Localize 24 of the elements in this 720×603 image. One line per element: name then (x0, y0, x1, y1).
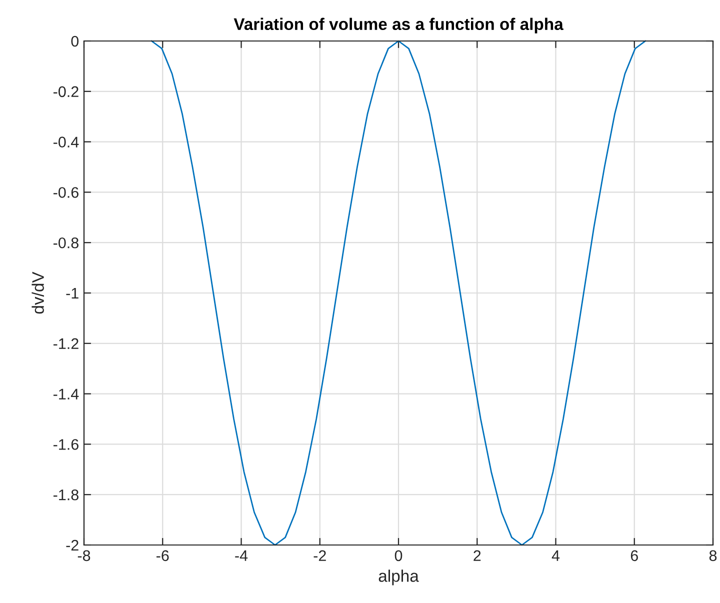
y-tick-label: -1 (66, 288, 78, 299)
x-tick-label: 6 (630, 550, 638, 562)
y-tick-label: -1.4 (53, 388, 79, 400)
y-tick-label: -0.6 (53, 187, 78, 198)
x-tick-label: -6 (156, 550, 169, 562)
y-tick-label: -0.4 (53, 136, 79, 148)
x-tick-label: 8 (709, 550, 717, 562)
x-tick-label: -2 (314, 550, 326, 561)
y-tick-label: -1.6 (53, 439, 78, 450)
y-tick-label: -1.2 (53, 338, 78, 349)
x-tick-label: -4 (235, 550, 248, 561)
x-tick-label: 4 (552, 550, 560, 561)
y-tick-label: -1.8 (53, 489, 78, 500)
y-axis-title: dv/dV (32, 272, 44, 314)
y-tick-label: 0 (71, 36, 79, 47)
x-axis-title: alpha (378, 570, 419, 586)
y-tick-label: -0.2 (53, 86, 78, 98)
x-tick-label: -8 (78, 550, 90, 562)
x-tick-label: 2 (474, 550, 481, 561)
x-tick-label: 0 (394, 550, 402, 562)
y-tick-label: -0.8 (53, 237, 78, 248)
y-tick-label: -2 (66, 540, 78, 551)
chart-title: Variation of volume as a function of alpha (234, 18, 564, 34)
line-series (150, 40, 646, 546)
